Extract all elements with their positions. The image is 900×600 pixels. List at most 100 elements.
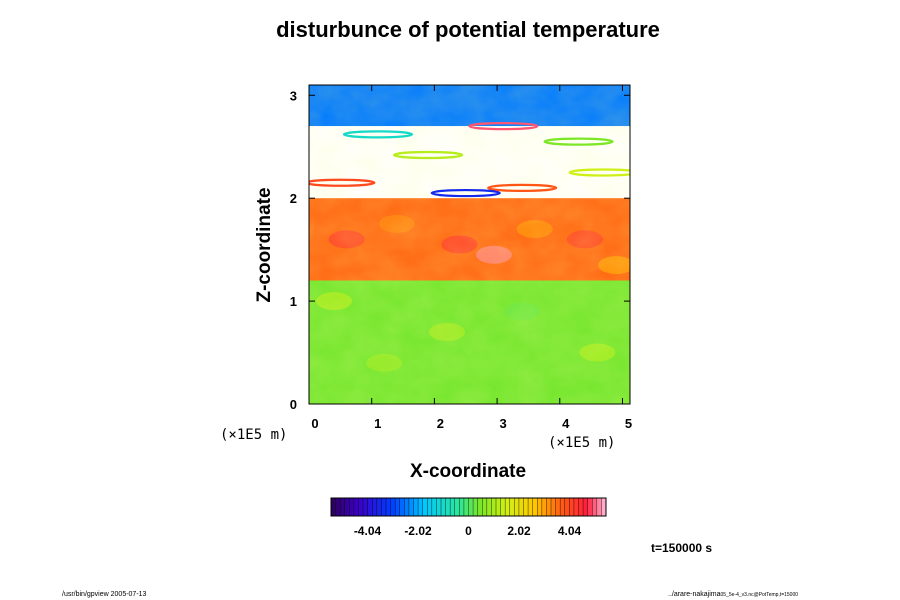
- x-axis-unit: (×1E5 m): [548, 435, 615, 451]
- colorbar-cell: [422, 498, 428, 516]
- colorbar-cell: [523, 498, 529, 516]
- colorbar-ticks: -4.04 -2.02 0 2.02 4.04: [354, 524, 582, 538]
- colorbar-cell: [413, 498, 419, 516]
- colorbar-cell: [386, 498, 391, 516]
- colorbar-tick-label: -2.02: [404, 524, 432, 538]
- colorbar-cell: [335, 498, 341, 516]
- colorbar-cell: [353, 498, 359, 516]
- x-tick-label: 4: [562, 416, 570, 431]
- plot-area: [309, 85, 630, 404]
- colorbar-cell: [454, 498, 460, 516]
- colorbar-tick-label: 0: [465, 524, 472, 538]
- footer-right-sub: 05_5e-4_v3.nc@PotTemp,t=15000: [721, 592, 799, 598]
- colorbar-cell: [441, 498, 446, 516]
- field-streak: [568, 168, 630, 177]
- footer-right: ../arare-nakajima05_5e-4_v3.nc@PotTemp,t…: [668, 591, 798, 598]
- x-tick-label: 5: [625, 416, 632, 431]
- colorbar-cell: [486, 498, 492, 516]
- colorbar-cell: [340, 498, 346, 516]
- colorbar-cell: [596, 498, 602, 516]
- colorbar-cell: [573, 498, 579, 516]
- colorbar-cell: [376, 498, 382, 516]
- colorbar-cell: [404, 498, 410, 516]
- y-axis: 0 1 2 3: [290, 88, 630, 412]
- y-tick-label: 3: [290, 88, 297, 103]
- colorbar-cell: [528, 498, 533, 516]
- colorbar-cell: [450, 498, 456, 516]
- y-tick-label: 1: [290, 294, 297, 309]
- plot-frame: [308, 84, 631, 405]
- x-tick-label: 2: [437, 416, 444, 431]
- field-streak: [342, 130, 414, 139]
- colorbar-cell: [363, 498, 368, 516]
- colorbar-cell: [509, 498, 515, 516]
- y-tick-label: 0: [290, 397, 297, 412]
- chart-title: disturbunce of potential temperature: [276, 17, 660, 42]
- footer-left: /usr/bin/gpview 2005-07-13: [62, 591, 147, 598]
- field-streak: [430, 188, 501, 198]
- colorbar-cell: [418, 498, 423, 516]
- colorbar-cell: [372, 498, 378, 516]
- colorbar-cell: [390, 498, 396, 516]
- colorbar-cell: [463, 498, 469, 516]
- colorbar-frame: [330, 497, 607, 517]
- field-streak: [468, 122, 539, 131]
- colorbar-cell: [408, 498, 414, 516]
- colorbar-cell: [564, 498, 570, 516]
- colorbar-cell: [578, 498, 584, 516]
- colorbar-cell: [473, 498, 478, 516]
- colorbar-cell: [381, 498, 387, 516]
- colorbar-cell: [491, 498, 497, 516]
- colorbar-cell: [505, 498, 511, 516]
- colorbar-cell: [537, 498, 543, 516]
- colorbar-tick-label: 2.02: [507, 524, 531, 538]
- colorbar-cell: [560, 498, 566, 516]
- colorbar-cell: [587, 498, 593, 516]
- x-axis-label: X-coordinate: [410, 461, 526, 482]
- colorbar-cell: [431, 498, 437, 516]
- x-axis: 0 1 2 3 4 5: [308, 85, 632, 431]
- colorbar-cell: [546, 498, 552, 516]
- colorbar-cell: [349, 498, 355, 516]
- field-streak: [393, 150, 464, 160]
- colorbar-cell: [477, 498, 483, 516]
- colorbar-cell: [592, 498, 598, 516]
- colorbar-cell: [555, 498, 561, 516]
- time-label: t=150000 s: [651, 541, 712, 555]
- field-streaks: [309, 122, 630, 198]
- y-axis-unit: (×1E5 m): [220, 427, 287, 443]
- colorbar-cell: [436, 498, 442, 516]
- colorbar-tick-label: 4.04: [558, 524, 582, 538]
- colorbar-cell: [601, 498, 607, 516]
- colorbar-cell: [445, 498, 451, 516]
- field-streak: [309, 178, 376, 187]
- colorbar-cell: [468, 498, 474, 516]
- colorbar-cell: [583, 498, 588, 516]
- y-tick-label: 2: [290, 191, 297, 206]
- colorbar-cell: [344, 498, 350, 516]
- colorbar-cell: [427, 498, 433, 516]
- footer-right-main: ../arare-nakajima: [668, 591, 721, 598]
- colorbar-cell: [500, 498, 506, 516]
- colorbar: [330, 497, 607, 517]
- colorbar-cell: [331, 498, 336, 516]
- colorbar-cell: [518, 498, 524, 516]
- field-streak: [487, 183, 558, 193]
- x-tick-label: 1: [374, 416, 381, 431]
- x-tick-label: 0: [311, 416, 318, 431]
- colorbar-cell: [514, 498, 520, 516]
- field-streak: [543, 137, 614, 146]
- colorbar-cell: [358, 498, 364, 516]
- colorbar-cell: [459, 498, 465, 516]
- colorbar-cell: [482, 498, 488, 516]
- colorbar-cell: [399, 498, 405, 516]
- colorbar-cell: [367, 498, 373, 516]
- colorbar-cell: [532, 498, 538, 516]
- colorbar-cell: [541, 498, 547, 516]
- x-tick-label: 3: [499, 416, 506, 431]
- y-axis-label: Z-coordinate: [254, 187, 275, 302]
- colorbar-cell: [496, 498, 501, 516]
- colorbar-cell: [569, 498, 575, 516]
- colorbar-cell: [395, 498, 401, 516]
